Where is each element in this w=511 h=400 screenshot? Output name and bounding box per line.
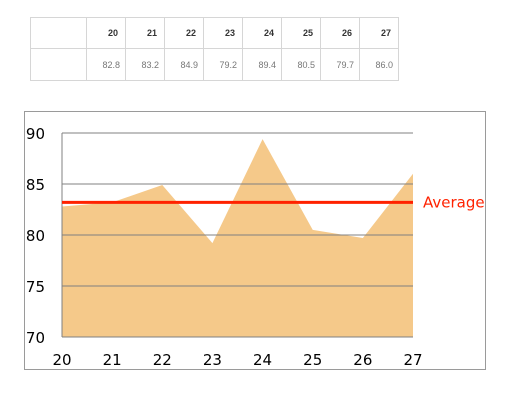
x-tick-label: 26 <box>353 351 372 369</box>
table-header-cell: 23 <box>203 17 243 49</box>
table-value-cell: 86.0 <box>359 48 399 81</box>
table-value-cell: 79.7 <box>320 48 360 81</box>
y-tick-label: 80 <box>26 227 45 245</box>
x-tick-label: 23 <box>203 351 222 369</box>
x-tick-label: 27 <box>403 351 422 369</box>
table-header-cell: 21 <box>125 17 165 49</box>
average-label: Average <box>423 193 485 211</box>
y-tick-label: 75 <box>26 278 45 296</box>
table-header-row: 20 21 22 23 24 25 26 27 <box>30 17 399 49</box>
y-tick-label: 90 <box>26 125 45 143</box>
table-row: 82.8 83.2 84.9 79.2 89.4 80.5 79.7 86.0 <box>30 48 399 81</box>
table-value-cell: 80.5 <box>281 48 321 81</box>
x-tick-label: 20 <box>52 351 71 369</box>
table-corner-cell <box>30 17 87 49</box>
y-tick-label: 70 <box>26 329 45 347</box>
table-value-cell: 82.8 <box>86 48 126 81</box>
data-table: 20 21 22 23 24 25 26 27 82.8 83.2 84.9 7… <box>30 17 399 81</box>
table-value-cell: 89.4 <box>242 48 282 81</box>
y-tick-label: 85 <box>26 176 45 194</box>
x-tick-label: 25 <box>303 351 322 369</box>
table-header-cell: 26 <box>320 17 360 49</box>
area-series-fill <box>62 139 413 337</box>
x-tick-label: 24 <box>253 351 272 369</box>
table-value-cell: 84.9 <box>164 48 204 81</box>
table-row-label-cell <box>30 48 87 81</box>
x-tick-label: 22 <box>153 351 172 369</box>
table-header-cell: 24 <box>242 17 282 49</box>
table-value-cell: 83.2 <box>125 48 165 81</box>
x-tick-label: 21 <box>103 351 122 369</box>
